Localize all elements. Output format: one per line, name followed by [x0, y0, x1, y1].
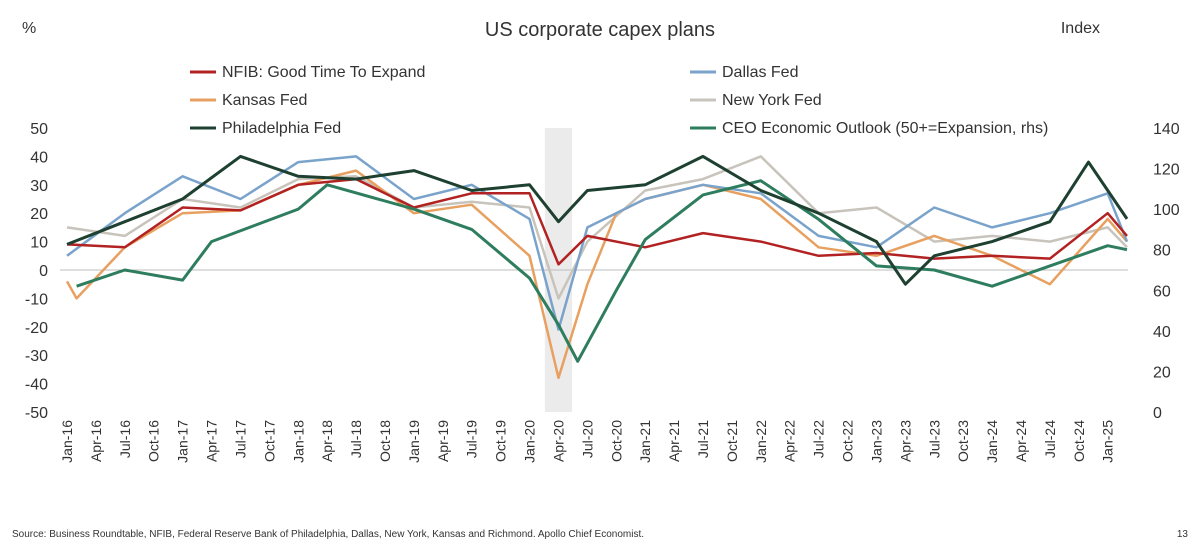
left-tick-label: -30 — [25, 348, 48, 365]
series-line-3 — [66, 155, 1128, 300]
legend-label: New York Fed — [722, 92, 822, 109]
x-tick-label: Jan-16 — [59, 420, 75, 463]
x-tick-label: Jul-22 — [811, 420, 827, 458]
x-tick-label: Apr-21 — [666, 420, 682, 462]
x-tick-label: Jan-18 — [290, 420, 306, 463]
right-tick-label: 100 — [1153, 202, 1180, 219]
right-tick-label: 60 — [1153, 283, 1171, 300]
x-tick-label: Apr-16 — [88, 420, 104, 462]
legend-label: Kansas Fed — [222, 92, 307, 109]
series-line-2 — [65, 169, 1128, 380]
x-tick-label: Apr-24 — [1013, 420, 1029, 462]
left-axis-unit: % — [22, 20, 36, 37]
x-tick-label: Jul-16 — [117, 420, 133, 458]
series-line-0 — [66, 177, 1128, 266]
x-tick-label: Jan-22 — [753, 420, 769, 463]
x-tick-label: Oct-20 — [608, 420, 624, 462]
x-tick-label: Jul-21 — [695, 420, 711, 458]
x-tick-label: Jan-17 — [175, 420, 191, 463]
legend-label: CEO Economic Outlook (50+=Expansion, rhs… — [722, 120, 1048, 137]
x-tick-label: Oct-16 — [146, 420, 162, 462]
left-tick-label: 30 — [30, 178, 48, 195]
left-tick-label: 20 — [30, 206, 48, 223]
source-note: Source: Business Roundtable, NFIB, Feder… — [12, 529, 644, 540]
x-tick-label: Jul-19 — [464, 420, 480, 458]
right-tick-label: 0 — [1153, 405, 1162, 422]
left-tick-label: -50 — [25, 405, 48, 422]
x-tick-label: Jan-24 — [984, 420, 1000, 463]
legend: NFIB: Good Time To Expand Dallas Fed Kansa… — [190, 64, 1048, 137]
chart-title: US corporate capex plans — [485, 19, 715, 41]
x-tick-label: Oct-17 — [261, 420, 277, 462]
x-tick-label: Jan-19 — [406, 420, 422, 463]
series-line-4 — [66, 154, 1129, 286]
x-tick-label: Jul-18 — [348, 420, 364, 458]
x-tick-label: Apr-19 — [435, 420, 451, 462]
right-tick-label: 120 — [1153, 162, 1180, 179]
x-tick-label: Oct-21 — [724, 420, 740, 462]
x-tick-label: Apr-22 — [782, 420, 798, 462]
right-tick-label: 20 — [1153, 364, 1171, 381]
left-tick-label: 0 — [39, 263, 48, 280]
right-axis-ticks: 140 120 100 80 60 40 20 0 — [1153, 121, 1180, 422]
left-tick-label: -40 — [25, 377, 48, 394]
legend-label: Philadelphia Fed — [222, 120, 341, 137]
legend-label: Dallas Fed — [722, 64, 798, 81]
x-tick-label: Jul-20 — [579, 420, 595, 458]
left-tick-label: 10 — [30, 235, 48, 252]
right-tick-label: 40 — [1153, 324, 1171, 341]
legend-label: NFIB: Good Time To Expand — [222, 64, 425, 81]
x-tick-label: Jan-23 — [868, 420, 884, 463]
x-tick-label: Oct-23 — [955, 420, 971, 462]
x-tick-label: Jan-25 — [1100, 420, 1116, 463]
left-tick-label: 40 — [30, 149, 48, 166]
left-tick-label: -10 — [25, 291, 48, 308]
x-tick-label: Apr-20 — [550, 420, 566, 462]
series-lines — [65, 154, 1129, 380]
right-axis-unit: Index — [1061, 20, 1100, 37]
x-tick-label: Jul-23 — [926, 420, 942, 458]
x-tick-label: Jul-17 — [232, 420, 248, 458]
x-tick-label: Jul-24 — [1042, 420, 1058, 458]
x-tick-label: Apr-23 — [897, 420, 913, 462]
left-axis-ticks: 50 40 30 20 10 0 -10 -20 -30 -40 -50 — [25, 121, 48, 422]
page-number: 13 — [1177, 529, 1189, 540]
right-tick-label: 140 — [1153, 121, 1180, 138]
x-tick-label: Oct-18 — [377, 420, 393, 462]
right-tick-label: 80 — [1153, 243, 1171, 260]
x-tick-label: Oct-24 — [1071, 420, 1087, 462]
x-tick-label: Oct-22 — [840, 420, 856, 462]
series-line-1 — [66, 155, 1129, 331]
x-tick-label: Jan-21 — [637, 420, 653, 463]
x-tick-label: Apr-17 — [204, 420, 220, 462]
series-line-5 — [76, 179, 1128, 363]
x-tick-label: Jan-20 — [522, 420, 538, 463]
left-tick-label: 50 — [30, 121, 48, 138]
x-tick-label: Oct-19 — [493, 420, 509, 462]
x-tick-label: Apr-18 — [319, 420, 335, 462]
left-tick-label: -20 — [25, 320, 48, 337]
x-axis-ticks: Jan-16 Apr-16 Jul-16 Oct-16 Jan-17 Apr-17 Jul-… — [59, 420, 1116, 463]
